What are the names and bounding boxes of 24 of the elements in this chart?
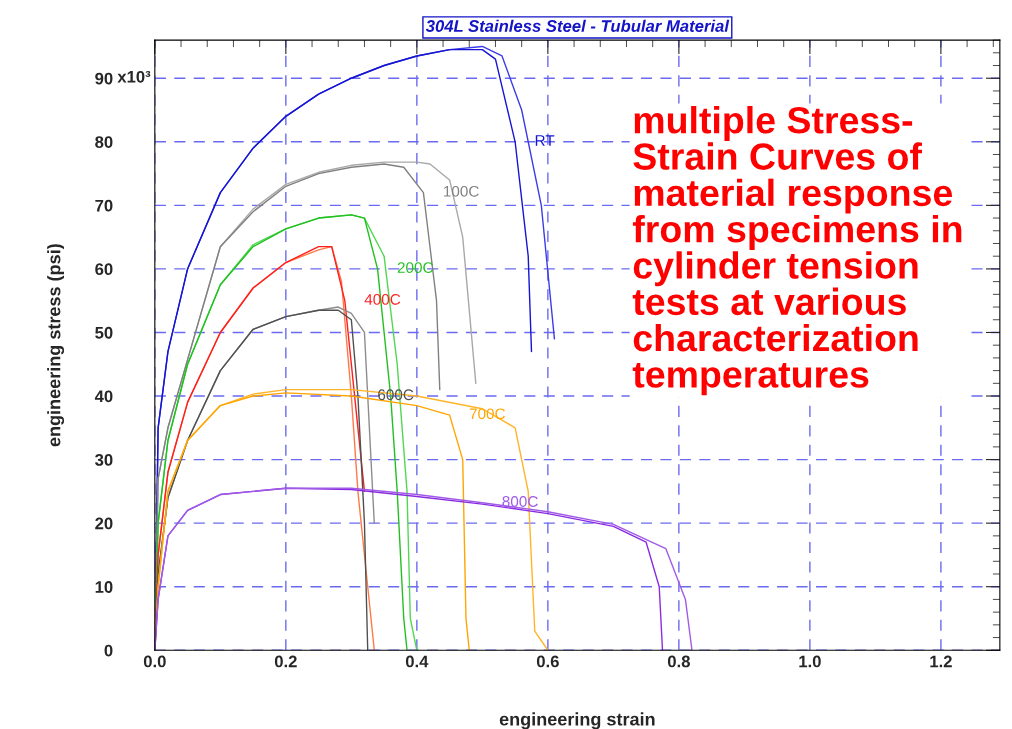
- chart-title: 304L Stainless Steel - Tubular Material: [425, 19, 730, 32]
- y-tick-label: 30: [95, 453, 113, 466]
- x-tick-label: 1.0: [799, 655, 821, 668]
- series-label: 100C: [444, 185, 479, 197]
- annotation: multiple Stress- Strain Curves of material response from specimens in cylinder tension tests at various characterization temperatures: [632, 106, 962, 396]
- y-tick-label: 70: [95, 199, 113, 212]
- y-tick-label: 40: [94, 390, 113, 403]
- x-axis-title: engineering strain: [499, 712, 655, 729]
- y-tick-label: 60: [95, 263, 113, 276]
- text: x10³: [117, 70, 151, 83]
- y-axis-title: engineering stress (psi): [47, 244, 65, 447]
- y-tick-label: 50: [95, 326, 113, 339]
- x-tick-label: 0.0: [143, 655, 166, 668]
- y-tick-label: 80: [95, 136, 113, 148]
- y-tick-label: 10: [95, 581, 113, 593]
- y-tick-label: 20: [95, 517, 113, 530]
- x-tick-label: 0.8: [667, 655, 690, 668]
- y-tick-label: 90: [95, 72, 113, 85]
- series-label: RT: [535, 135, 555, 146]
- x-tick-label: 1.2: [930, 655, 952, 668]
- x-tick-label: 0.4: [405, 655, 429, 668]
- x-tick-label: 0.2: [274, 655, 297, 668]
- y-tick-label: 0: [104, 644, 113, 657]
- x-tick-label: 0.6: [536, 655, 559, 668]
